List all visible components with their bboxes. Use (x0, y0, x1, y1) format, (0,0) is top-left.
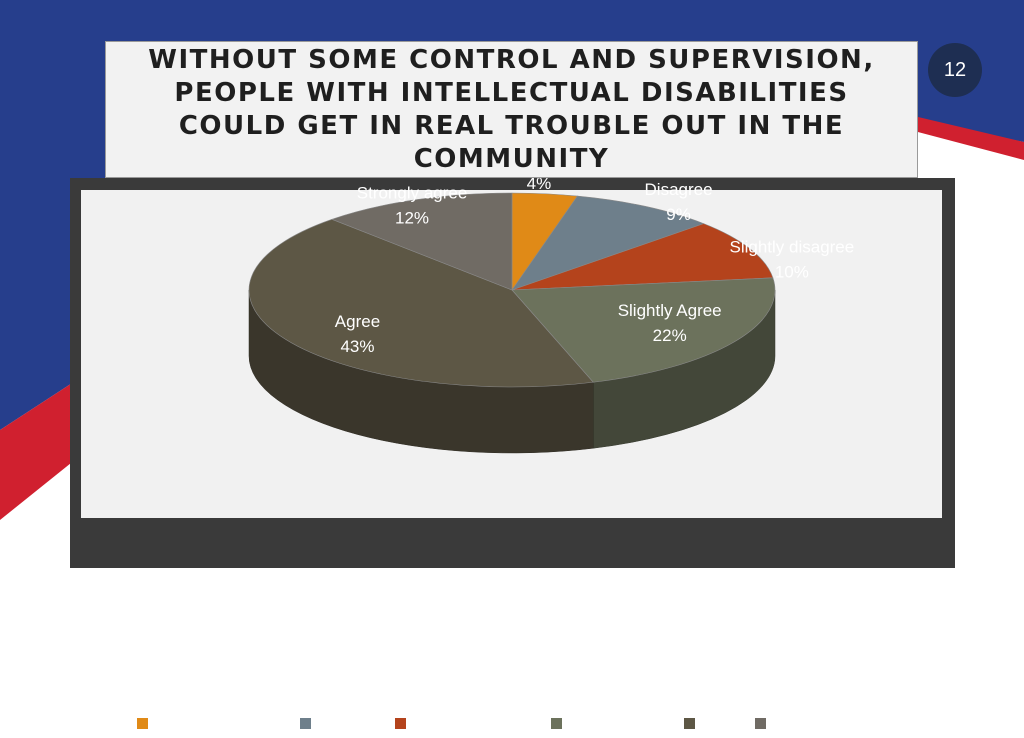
legend-label: Slightly Agree (566, 712, 677, 733)
legend-item: Agree (683, 712, 748, 734)
legend-label: Disagree (316, 712, 389, 733)
legend-swatch (754, 717, 766, 729)
page-number: 12 (943, 58, 967, 81)
data-label-value: 9% (666, 205, 691, 224)
legend-item: Strongly disagree (137, 713, 293, 734)
pie-slice-slightly-agree (511, 277, 776, 383)
data-label-value: 22% (653, 326, 687, 345)
data-label-value: 43% (340, 337, 374, 356)
legend-swatch (137, 717, 149, 729)
legend-swatch (395, 717, 407, 729)
pie-slice-slightly-disagree (511, 223, 774, 291)
data-label-name: Disagree (645, 180, 713, 199)
data-label-value: 10% (775, 263, 809, 282)
chart-panel: Strongly disagree 4% Disagree 9% Slightly di… (70, 178, 955, 733)
legend-item: Strongly agree (754, 712, 888, 734)
pie-slice-strongly-agree (331, 192, 513, 291)
data-label-name: Agree (335, 312, 380, 331)
pie-slice-disagree (511, 195, 705, 291)
slide-title: WITHOUT SOME CONTROL AND SUPERVISION, PE… (148, 44, 875, 174)
legend-swatch (550, 717, 562, 729)
legend-label: Strongly disagree (153, 712, 294, 733)
legend-swatch (300, 717, 312, 729)
legend-swatch (683, 717, 695, 729)
legend-item: Slightly Agree (550, 712, 677, 734)
data-label-value: 4% (527, 178, 552, 193)
title-box: WITHOUT SOME CONTROL AND SUPERVISION, PE… (105, 41, 918, 178)
legend-label: Slightly disagree (411, 712, 544, 733)
data-label-value: 12% (395, 208, 429, 227)
legend-item: Slightly disagree (395, 712, 544, 734)
data-label-name: Strongly agree (357, 183, 468, 202)
legend-label: Agree (699, 712, 748, 733)
pie-slice-agree (248, 218, 594, 388)
page-number-badge: 12 (928, 43, 982, 97)
data-label-name: Slightly Agree (618, 301, 722, 320)
chart-legend: Strongly disagree Disagree Slightly disagr… (70, 708, 955, 738)
data-label-name: Slightly disagree (729, 238, 854, 257)
legend-label: Strongly agree (770, 712, 888, 733)
legend-item: Disagree (300, 713, 388, 734)
